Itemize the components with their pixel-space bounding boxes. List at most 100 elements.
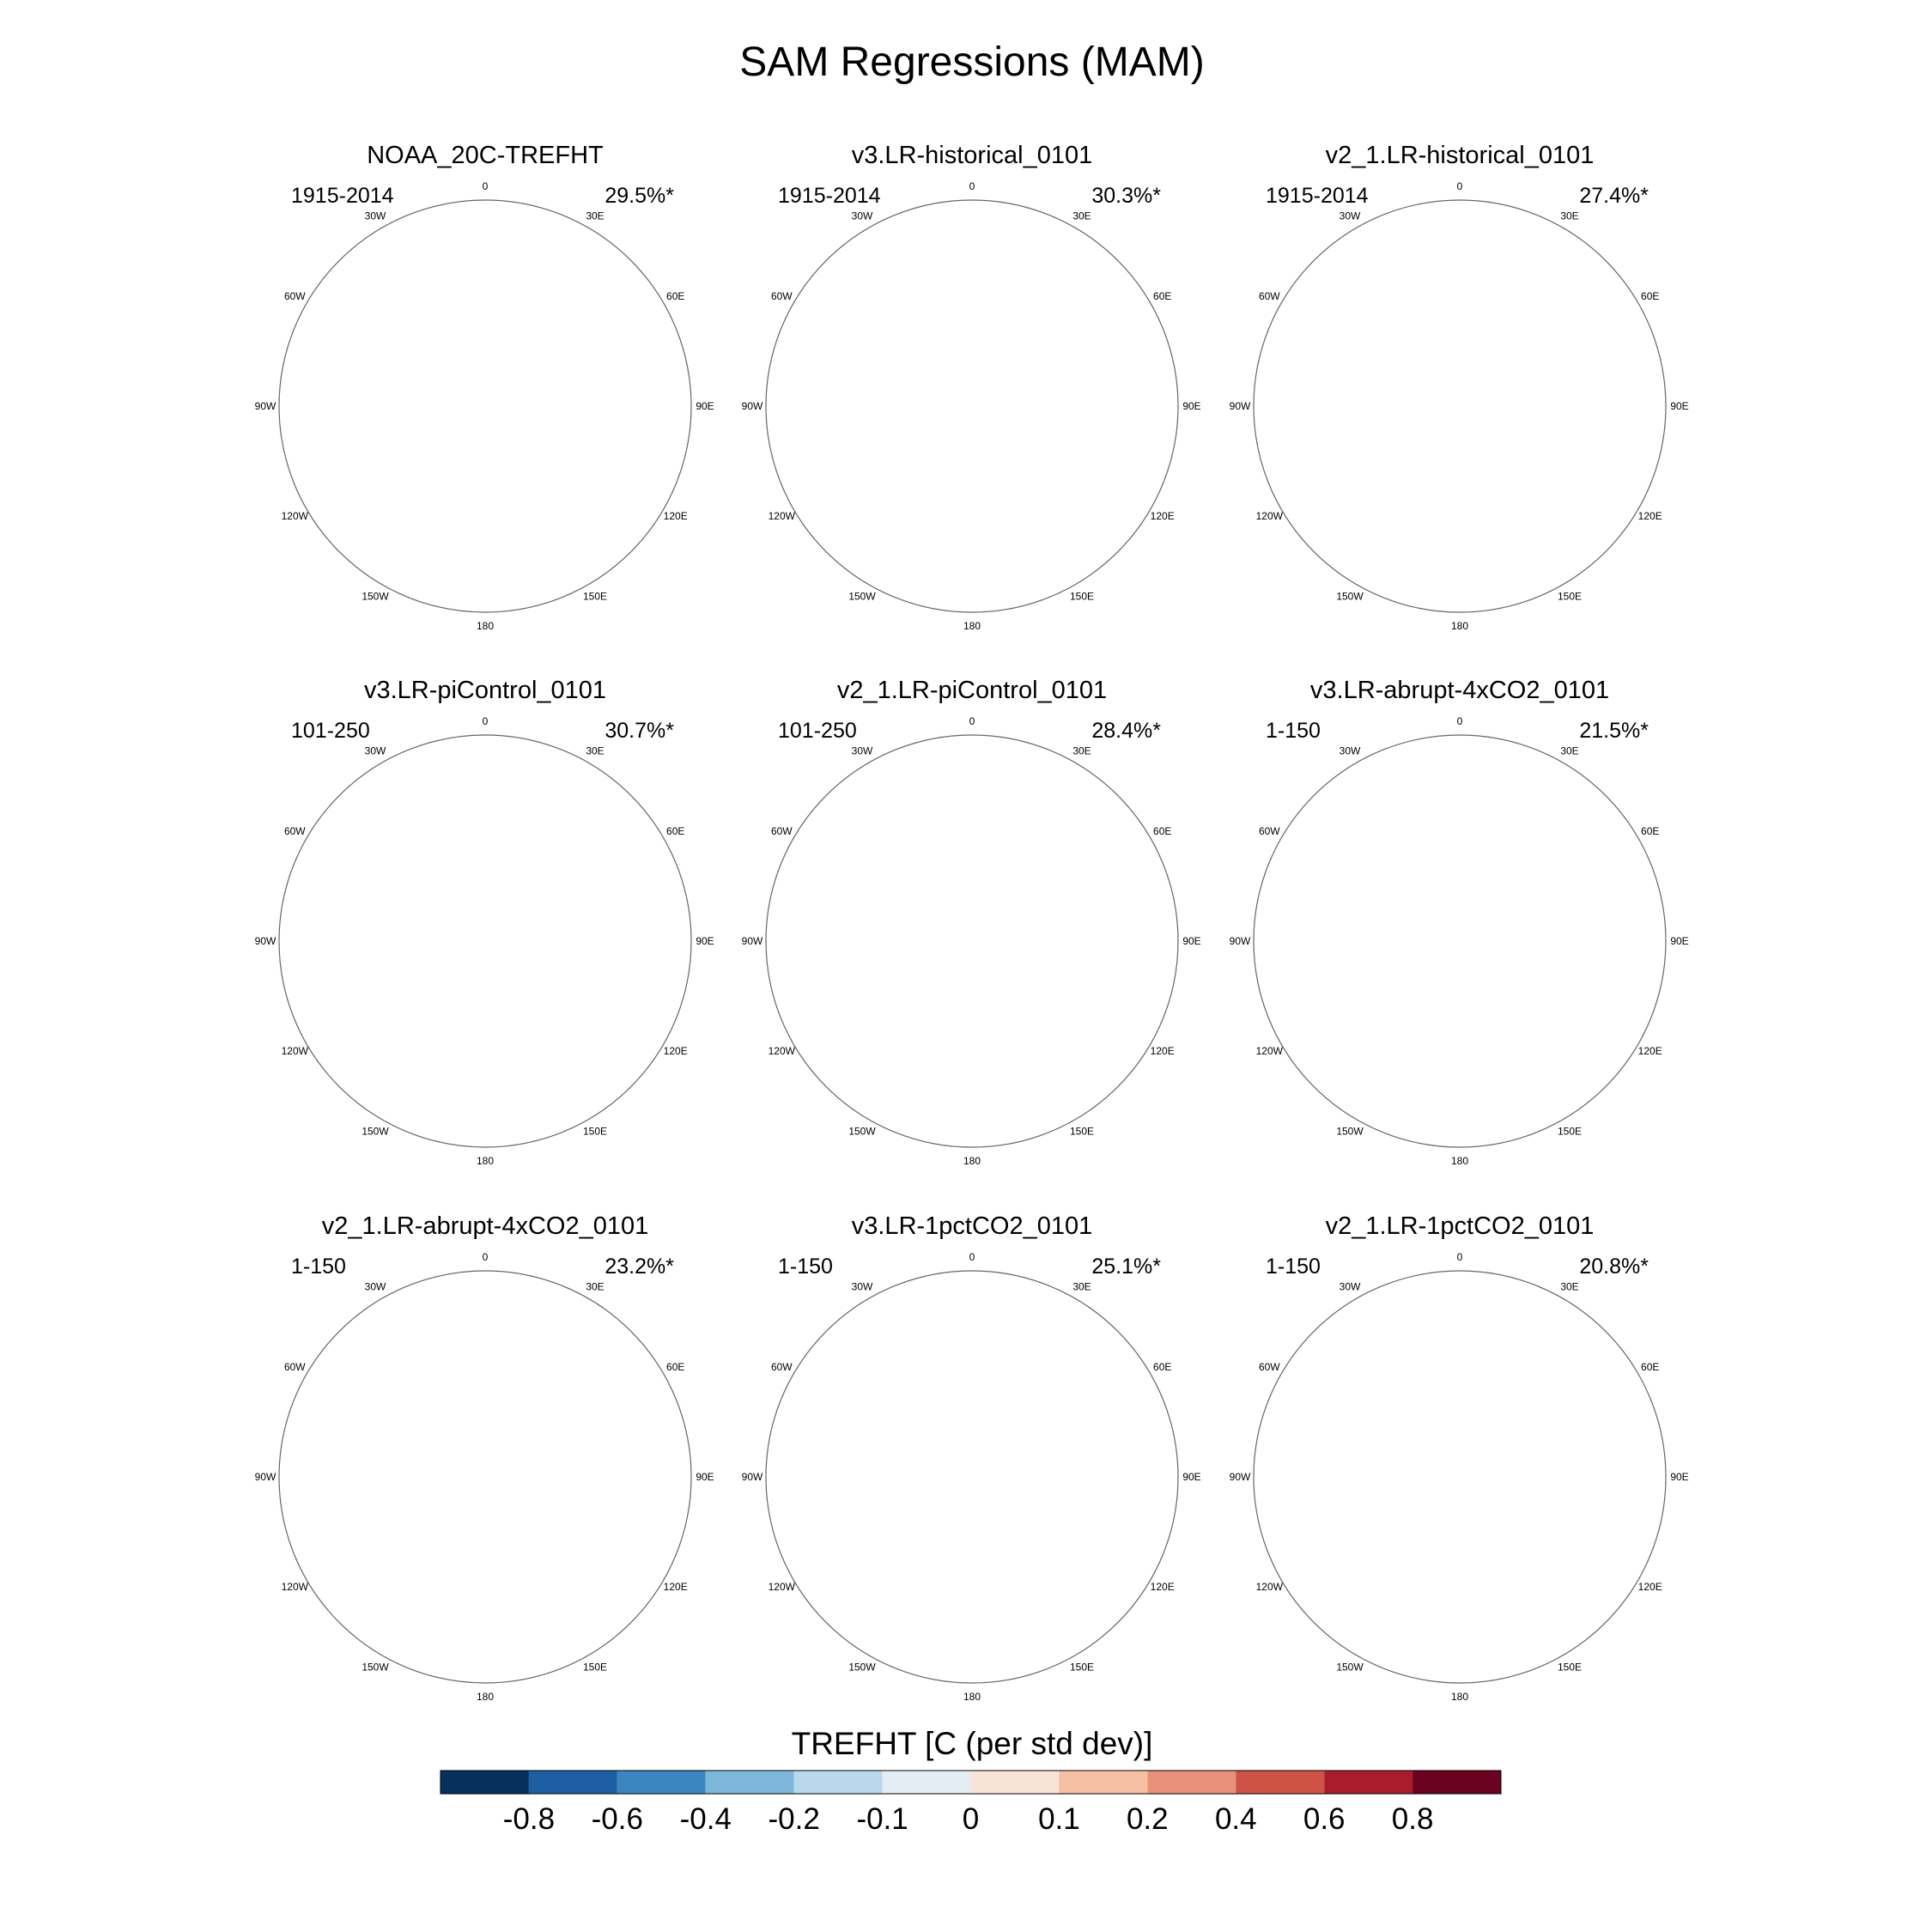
lon-label: 30E <box>1560 744 1578 756</box>
lon-label: 150E <box>1070 1126 1094 1138</box>
colorbar-tick-label: 0.6 <box>1303 1802 1346 1836</box>
panel-period: 101-250 <box>291 719 370 743</box>
colorbar-tick-label: 0 <box>963 1802 979 1836</box>
colorbar-title: TREFHT [C (per std dev)] <box>792 1726 1153 1761</box>
lon-label: 180 <box>477 620 494 632</box>
lon-label: 30E <box>586 744 604 756</box>
lon-label: 150E <box>583 591 607 603</box>
lon-label: 120E <box>1638 510 1662 522</box>
map-panel: v3.LR-abrupt-4xCO2_0101 1-150 21.5%* 0 30E 60… <box>1230 677 1689 1167</box>
panel-variance: 29.5%* <box>605 184 674 208</box>
lon-label: 60W <box>284 290 306 302</box>
colorbar-bin <box>440 1771 529 1794</box>
lon-label: 150W <box>361 1126 389 1138</box>
colorbar-bin <box>1413 1771 1501 1794</box>
panel-variance: 21.5%* <box>1579 719 1649 743</box>
lon-label: 150E <box>583 1662 607 1674</box>
lon-label: 180 <box>477 1155 494 1167</box>
lon-label: 150E <box>1070 591 1094 603</box>
map-disk <box>766 735 1178 1147</box>
lon-label: 30E <box>1072 1280 1091 1292</box>
lon-label: 90W <box>1230 400 1251 412</box>
map-frame <box>765 1270 1179 1684</box>
lon-label: 30W <box>365 744 386 756</box>
lon-label: 150E <box>1558 1126 1582 1138</box>
lon-label: 150W <box>1336 1126 1364 1138</box>
lon-label: 30E <box>586 1280 604 1292</box>
lon-label: 150W <box>361 1662 389 1674</box>
map-frame <box>1253 734 1667 1148</box>
lon-label: 180 <box>1451 1155 1468 1167</box>
lon-label: 90E <box>696 1471 714 1483</box>
figure-title: SAM Regressions (MAM) <box>739 39 1204 85</box>
lon-label: 60E <box>1641 825 1659 837</box>
map-disk <box>1254 735 1666 1147</box>
map-frame <box>765 199 1179 613</box>
panel-title: v3.LR-historical_0101 <box>852 142 1092 169</box>
lon-label: 150W <box>361 591 389 603</box>
panel-variance: 30.3%* <box>1091 184 1161 208</box>
lon-label: 120W <box>769 1045 796 1057</box>
lon-label: 120W <box>282 510 309 522</box>
colorbar-bin <box>1236 1771 1325 1794</box>
panel-period: 1915-2014 <box>291 184 394 208</box>
lon-label: 90E <box>1182 935 1200 947</box>
panel-grid: NOAA_20C-TREFHT 1915-2014 29.5%* 0 30E 60E 90E… <box>255 142 1689 1703</box>
lon-label: 120E <box>1151 510 1175 522</box>
lon-label: 60W <box>284 825 306 837</box>
lon-label: 60W <box>771 825 793 837</box>
lon-label: 120W <box>1256 510 1284 522</box>
map-frame <box>765 734 1179 1148</box>
lon-label: 60E <box>1641 290 1659 302</box>
lon-label: 180 <box>477 1691 494 1703</box>
map-frame <box>278 1270 692 1684</box>
lon-label: 120W <box>769 510 796 522</box>
lon-label: 90E <box>1670 400 1688 412</box>
lon-label: 60W <box>771 290 793 302</box>
lon-label: 120E <box>664 1581 688 1593</box>
panel-period: 1-150 <box>1266 1255 1321 1279</box>
lon-label: 150W <box>848 1662 876 1674</box>
panel-variance: 28.4%* <box>1091 719 1161 743</box>
lon-label: 90E <box>1670 935 1688 947</box>
lon-label: 150E <box>583 1126 607 1138</box>
lon-label: 60E <box>666 825 684 837</box>
lon-label: 120E <box>1638 1581 1662 1593</box>
lon-label: 30E <box>1072 744 1091 756</box>
map-disk <box>1254 1271 1666 1683</box>
lon-label: 150E <box>1558 1662 1582 1674</box>
panel-variance: 30.7%* <box>605 719 674 743</box>
lon-label: 60W <box>1259 1361 1280 1373</box>
colorbar-bin <box>528 1771 617 1794</box>
lon-label: 30W <box>1340 210 1361 222</box>
lon-label: 30W <box>1340 744 1361 756</box>
colorbar-bin <box>1059 1771 1148 1794</box>
lon-label: 120W <box>769 1581 796 1593</box>
panel-period: 1-150 <box>778 1255 833 1279</box>
lon-label: 120W <box>282 1581 309 1593</box>
colorbar-tick-label: -0.1 <box>856 1802 908 1836</box>
panel-title: v3.LR-piControl_0101 <box>364 677 606 704</box>
lon-label: 60E <box>666 290 684 302</box>
lon-label: 180 <box>1451 1691 1468 1703</box>
lon-label: 60E <box>1153 825 1171 837</box>
lon-label: 0 <box>969 715 975 727</box>
lon-label: 30W <box>852 744 873 756</box>
lon-label: 120W <box>1256 1581 1284 1593</box>
panel-variance: 23.2%* <box>605 1255 674 1279</box>
lon-label: 120E <box>664 510 688 522</box>
lon-label: 150W <box>848 591 876 603</box>
lon-label: 90W <box>1230 1471 1251 1483</box>
map-disk <box>766 1271 1178 1683</box>
panel-title: v3.LR-1pctCO2_0101 <box>852 1212 1093 1240</box>
map-disk <box>1254 200 1666 612</box>
map-disk <box>279 1271 691 1683</box>
lon-label: 90E <box>1182 400 1200 412</box>
lon-label: 60W <box>771 1361 793 1373</box>
colorbar-bin <box>1324 1771 1413 1794</box>
lon-label: 180 <box>1451 620 1468 632</box>
lon-label: 150W <box>1336 1662 1364 1674</box>
lon-label: 60E <box>1153 1361 1171 1373</box>
colorbar-bin <box>1147 1771 1236 1794</box>
